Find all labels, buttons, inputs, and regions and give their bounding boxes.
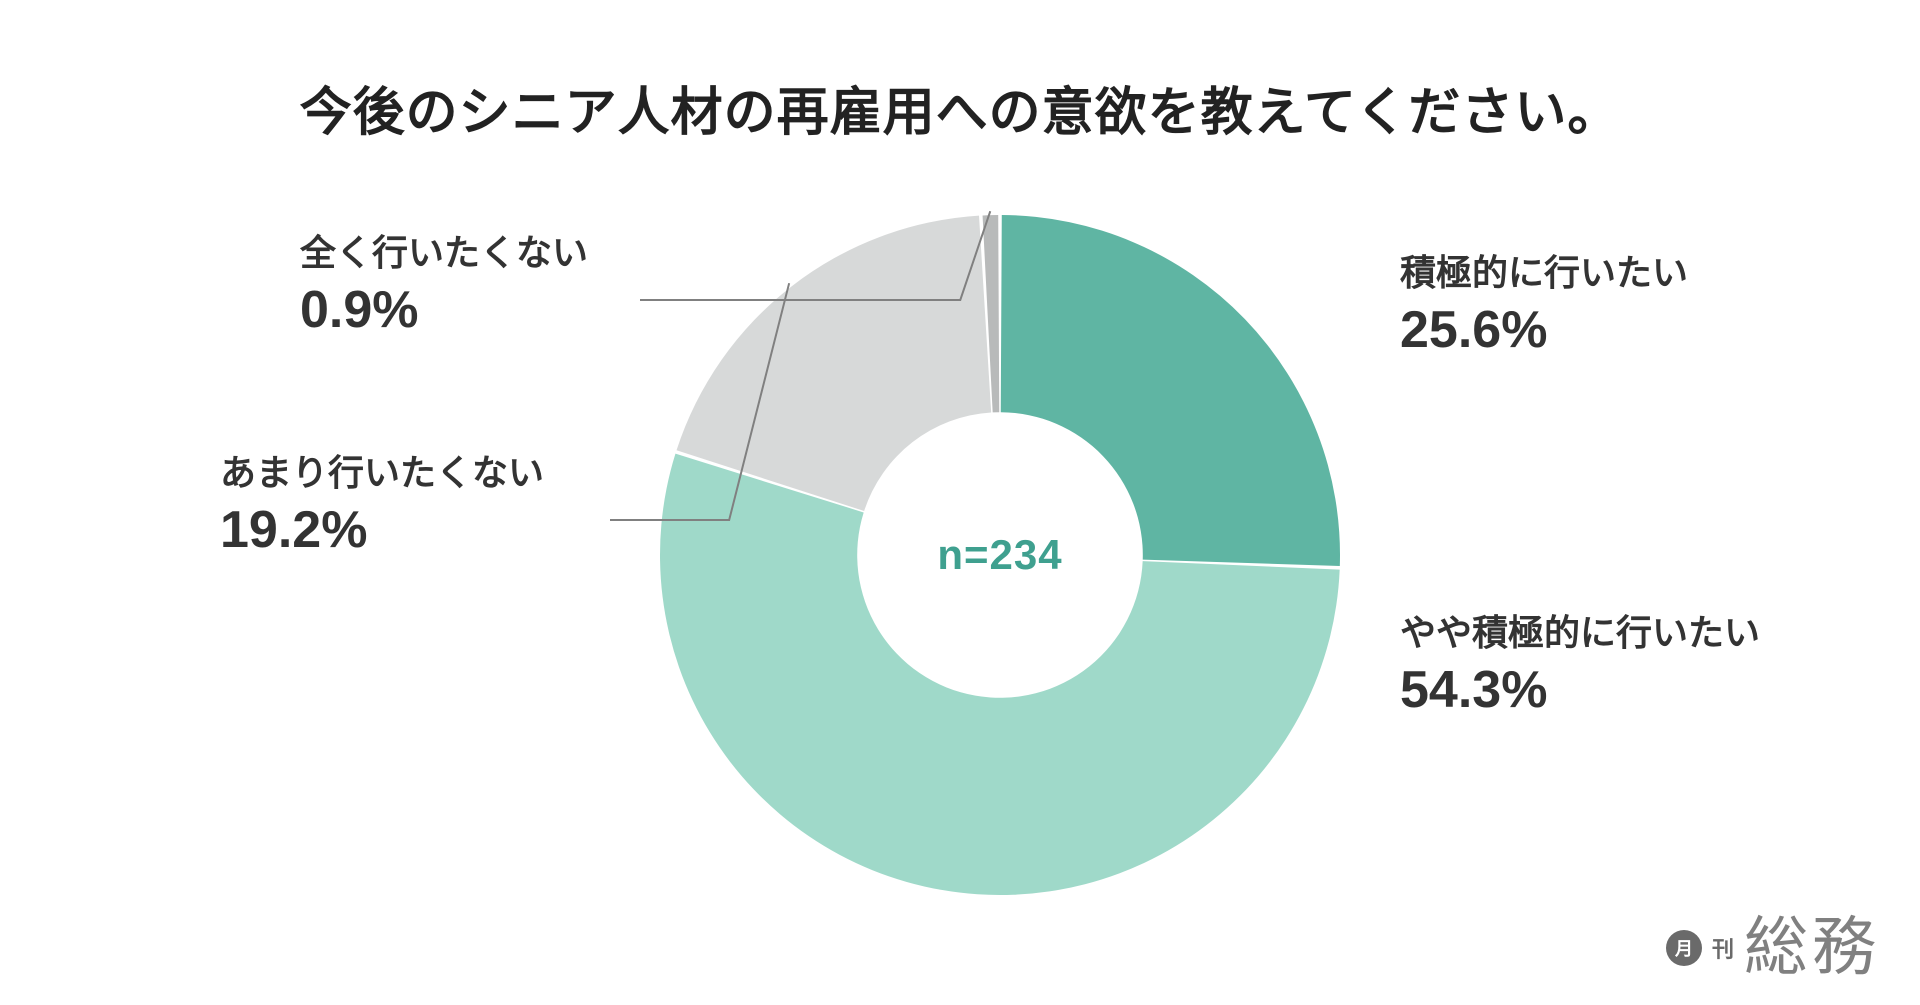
- logo-name: 総務: [1744, 916, 1880, 980]
- slice-label-3: 全く行いたくない 0.9%: [300, 230, 588, 344]
- publisher-logo: 月 刊 総務: [1666, 916, 1880, 980]
- donut-slice: [677, 216, 992, 511]
- donut-chart: n=234: [660, 215, 1340, 895]
- logo-badge-month: 月: [1666, 930, 1702, 966]
- logo-kan: 刊: [1712, 932, 1734, 964]
- chart-title: 今後のシニア人材の再雇用への意欲を教えてください。: [0, 70, 1920, 145]
- slice-label-0: 積極的に行いたい 25.6%: [1400, 250, 1688, 364]
- slice-name: 積極的に行いたい: [1400, 250, 1688, 297]
- slice-name: あまり行いたくない: [220, 450, 544, 497]
- slice-label-1: やや積極的に行いたい 54.3%: [1400, 610, 1760, 724]
- slice-value: 0.9%: [300, 277, 588, 345]
- slice-name: 全く行いたくない: [300, 230, 588, 277]
- slice-value: 25.6%: [1400, 297, 1688, 365]
- slice-name: やや積極的に行いたい: [1400, 610, 1760, 657]
- donut-slice: [1001, 215, 1340, 566]
- slice-label-2: あまり行いたくない 19.2%: [220, 450, 544, 564]
- sample-size-label: n=234: [937, 531, 1062, 579]
- slice-value: 54.3%: [1400, 657, 1760, 725]
- slice-value: 19.2%: [220, 497, 544, 565]
